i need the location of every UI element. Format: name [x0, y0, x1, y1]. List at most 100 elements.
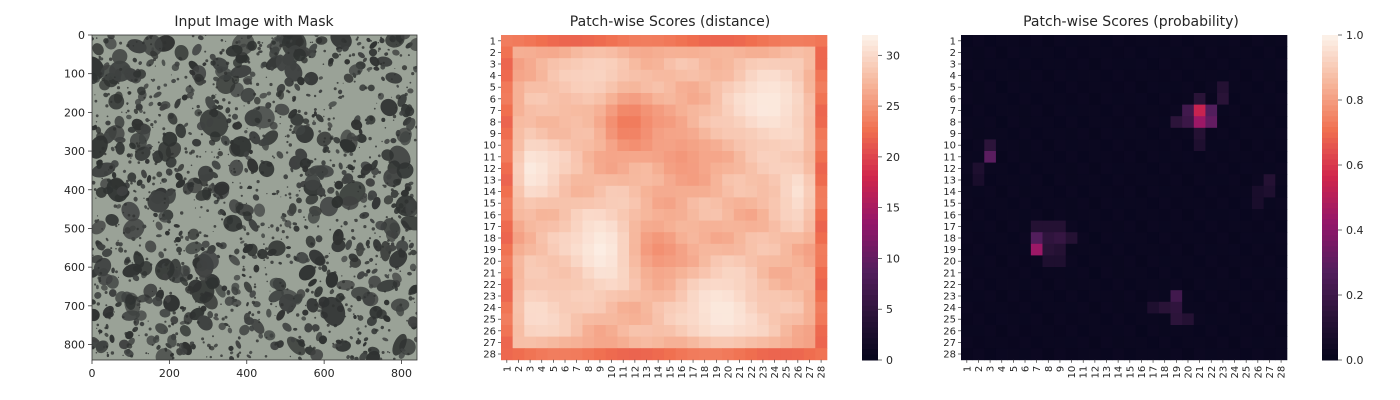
distance-cell — [605, 127, 618, 140]
distance-cell — [512, 348, 525, 361]
probability-cell — [1170, 209, 1183, 221]
distance-cell — [768, 93, 781, 105]
probability-y-tick-label: 28 — [943, 350, 956, 361]
image-blotch — [297, 67, 301, 72]
image-blotch — [333, 136, 341, 144]
image-speck — [117, 223, 120, 226]
image-speck — [95, 37, 98, 39]
probability-cell — [1217, 209, 1230, 221]
probability-cell — [984, 174, 997, 187]
probability-cell — [1007, 151, 1020, 163]
distance-cell — [745, 336, 758, 349]
image-blotch — [213, 76, 220, 82]
probability-cell — [1193, 127, 1206, 140]
distance-colorbar-segment — [862, 83, 878, 90]
distance-cell — [745, 104, 758, 117]
distance-cell — [547, 151, 560, 163]
probability-cell — [1193, 69, 1206, 82]
distance-cell — [535, 255, 548, 268]
image-blotch — [103, 38, 109, 44]
probability-x-tick-label: 12 — [1090, 366, 1101, 379]
image-blotch — [201, 79, 207, 84]
image-speck — [280, 303, 284, 307]
probability-cell — [1100, 313, 1113, 326]
probability-cell — [1158, 185, 1171, 198]
distance-cell — [629, 325, 642, 337]
distance-cell — [757, 162, 770, 175]
distance-cell — [675, 348, 688, 361]
distance-y-tick-label: 11 — [483, 152, 496, 163]
image-blotch — [297, 76, 305, 86]
distance-cell — [570, 93, 583, 105]
distance-cell — [757, 69, 770, 82]
image-blotch — [223, 214, 243, 232]
image-speck — [230, 308, 234, 312]
probability-cell — [1182, 313, 1195, 326]
image-blotch — [348, 54, 352, 58]
image-blotch — [369, 305, 383, 319]
probability-colorbar-segment — [1322, 148, 1338, 155]
probability-cell — [1065, 232, 1078, 245]
probability-cell — [1123, 81, 1136, 94]
image-speck — [176, 343, 180, 347]
probability-x-tick-label: 21 — [1195, 366, 1206, 379]
image-speck — [167, 268, 169, 270]
image-speck — [314, 158, 317, 161]
distance-cell — [757, 174, 770, 187]
probability-cell — [1030, 81, 1043, 94]
image-speck — [225, 61, 230, 65]
image-y-tick-label: 600 — [64, 261, 85, 274]
distance-cell — [594, 185, 607, 198]
distance-cell — [512, 139, 525, 152]
image-speck — [399, 303, 403, 307]
probability-cell — [1275, 313, 1288, 326]
image-blotch — [396, 162, 414, 179]
distance-cell — [815, 336, 828, 349]
image-speck — [96, 138, 99, 141]
probability-colorbar-segment — [1322, 132, 1338, 139]
image-speck — [355, 38, 359, 41]
image-blotch — [229, 159, 244, 177]
image-blotch — [216, 155, 220, 159]
distance-cell — [605, 325, 618, 337]
image-blotch — [140, 183, 146, 189]
image-speck — [189, 315, 192, 318]
image-speck — [323, 194, 327, 197]
image-blotch — [404, 186, 411, 192]
distance-cell — [582, 69, 595, 82]
image-speck — [408, 167, 410, 169]
image-speck — [152, 176, 156, 180]
probability-cell — [1217, 243, 1230, 256]
probability-cell — [1217, 35, 1230, 47]
image-speck — [206, 251, 208, 253]
image-speck — [353, 275, 356, 278]
image-speck — [164, 263, 168, 267]
image-blotch — [167, 112, 178, 125]
probability-cell — [961, 69, 974, 82]
probability-y-tick-label: 17 — [943, 222, 956, 233]
image-speck — [357, 314, 359, 317]
image-blotch — [197, 315, 213, 331]
image-speck — [122, 354, 124, 357]
image-blotch — [136, 179, 143, 186]
image-blotch — [295, 37, 304, 47]
distance-cell — [663, 81, 676, 94]
probability-cell — [1205, 104, 1218, 117]
probability-colorbar-segment — [1322, 181, 1338, 188]
image-blotch — [165, 343, 172, 349]
distance-cell — [640, 243, 653, 256]
probability-cell — [995, 81, 1008, 94]
image-blotch — [190, 96, 193, 100]
image-speck — [269, 82, 273, 87]
distance-cell — [605, 46, 618, 59]
image-speck — [168, 172, 171, 175]
distance-cell — [547, 278, 560, 291]
probability-cell — [1147, 116, 1160, 129]
probability-cell — [1112, 301, 1125, 314]
distance-cell — [652, 127, 665, 140]
image-blotch — [231, 299, 242, 307]
distance-cell — [663, 232, 676, 245]
distance-cell — [675, 174, 688, 187]
probability-y-axis: 1234567891011121314151617181920212223242… — [943, 36, 961, 361]
